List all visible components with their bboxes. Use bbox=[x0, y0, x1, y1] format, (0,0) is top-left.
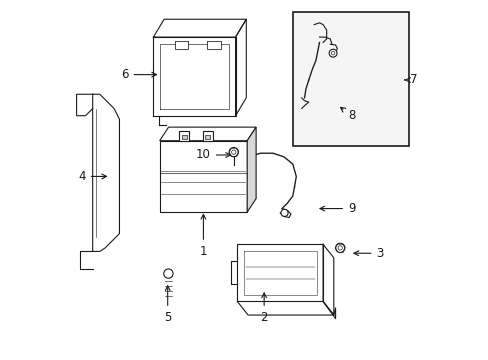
Circle shape bbox=[331, 51, 334, 55]
Circle shape bbox=[231, 150, 235, 154]
Bar bbox=[179, 131, 189, 141]
Circle shape bbox=[328, 49, 336, 57]
Bar bbox=[205, 135, 210, 139]
Text: 3: 3 bbox=[353, 247, 383, 260]
Text: 7: 7 bbox=[404, 73, 417, 86]
Circle shape bbox=[229, 148, 238, 157]
Bar bbox=[206, 41, 220, 49]
Bar bbox=[175, 41, 188, 49]
Text: 6: 6 bbox=[121, 68, 156, 81]
Circle shape bbox=[163, 269, 173, 278]
Text: 1: 1 bbox=[199, 215, 207, 258]
Circle shape bbox=[281, 209, 287, 216]
Bar bbox=[203, 131, 212, 141]
Polygon shape bbox=[160, 127, 256, 141]
Circle shape bbox=[337, 246, 342, 250]
Text: 9: 9 bbox=[319, 202, 355, 215]
Text: 10: 10 bbox=[196, 148, 230, 162]
Circle shape bbox=[335, 243, 344, 252]
Text: 5: 5 bbox=[163, 286, 171, 324]
Polygon shape bbox=[160, 141, 246, 212]
Text: 8: 8 bbox=[340, 107, 355, 122]
Text: 4: 4 bbox=[78, 170, 106, 183]
Bar bbox=[182, 135, 186, 139]
Polygon shape bbox=[246, 127, 256, 212]
Text: 2: 2 bbox=[260, 293, 267, 324]
Bar bbox=[292, 12, 408, 146]
